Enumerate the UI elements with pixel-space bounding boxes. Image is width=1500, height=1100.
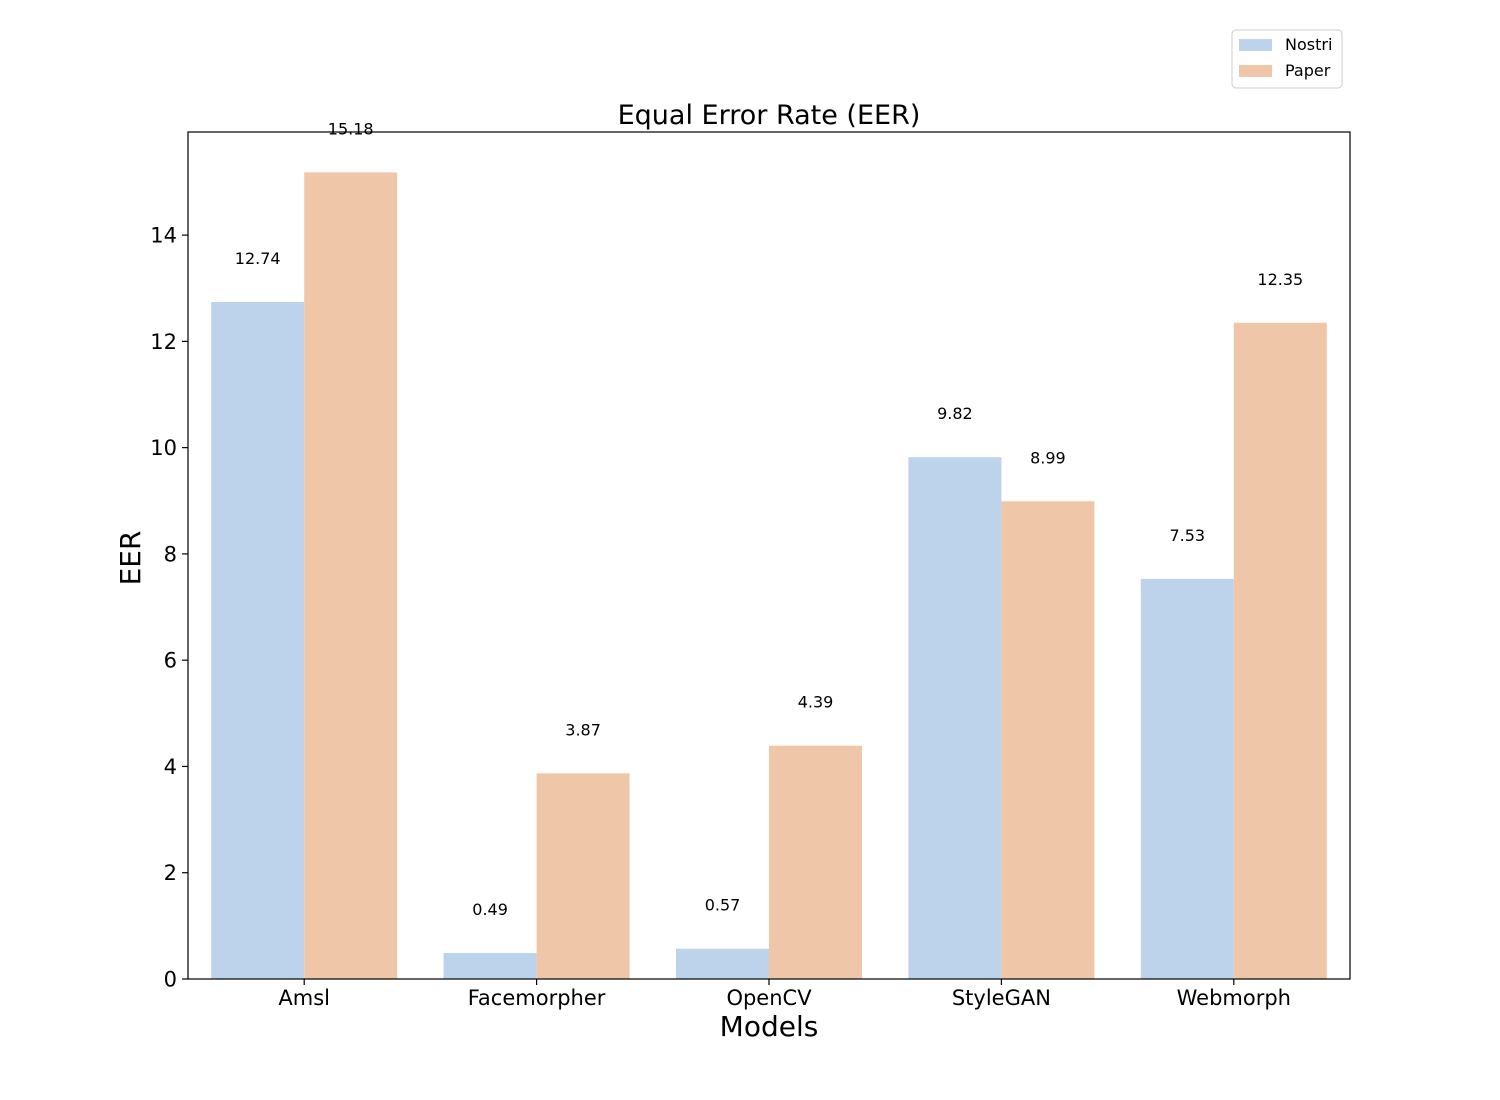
- data-label-stylegan-paper: 8.99: [1030, 448, 1066, 467]
- y-axis-ticks: 0 2 4 6 8 10 12 14: [150, 224, 188, 992]
- bar-webmorph-nostri: [1140, 578, 1234, 979]
- data-labels-layer: 12.74 15.18 0.49 3.87 0.57 4.39 9.82 8.99 7.53 12…: [235, 119, 1303, 919]
- data-label-webmorph-paper: 12.35: [1257, 270, 1303, 289]
- y-tick-label: 14: [150, 224, 177, 248]
- legend-swatch-paper: [1239, 65, 1272, 77]
- chart-title: Equal Error Rate (EER): [618, 100, 921, 131]
- data-label-amsl-paper: 15.18: [328, 119, 374, 138]
- data-label-opencv-nostri: 0.57: [705, 896, 741, 915]
- bar-webmorph-paper: [1233, 322, 1327, 979]
- bar-facemorpher-paper: [536, 773, 630, 979]
- x-axis-title: Models: [720, 1010, 819, 1043]
- y-tick-label: 6: [164, 649, 177, 673]
- data-label-webmorph-nostri: 7.53: [1169, 526, 1205, 545]
- legend-label-nostri: Nostri: [1285, 35, 1332, 54]
- y-tick-label: 2: [164, 861, 177, 885]
- y-tick-label: 8: [164, 542, 177, 566]
- y-tick-label: 12: [150, 330, 177, 354]
- bar-opencv-nostri: [676, 948, 769, 979]
- bar-opencv-paper: [769, 745, 862, 979]
- bar-stylegan-nostri: [908, 457, 1002, 979]
- y-tick-label: 4: [164, 755, 177, 779]
- data-label-facemorpher-nostri: 0.49: [472, 900, 508, 919]
- x-tick-label-facemorpher: Facemorpher: [468, 986, 606, 1010]
- x-tick-label-stylegan: StyleGAN: [952, 986, 1051, 1010]
- legend: Nostri Paper: [1231, 29, 1343, 89]
- data-label-facemorpher-paper: 3.87: [565, 720, 601, 739]
- y-axis-title: EER: [114, 531, 147, 586]
- bar-amsl-nostri: [211, 302, 305, 980]
- y-tick-label: 10: [150, 436, 177, 460]
- legend-label-paper: Paper: [1285, 61, 1331, 80]
- x-tick-label-webmorph: Webmorph: [1177, 986, 1291, 1010]
- data-label-amsl-nostri: 12.74: [235, 249, 281, 268]
- bar-stylegan-paper: [1001, 501, 1095, 979]
- bar-facemorpher-nostri: [443, 952, 537, 979]
- legend-swatch-nostri: [1239, 39, 1272, 51]
- y-tick-label: 0: [164, 968, 177, 992]
- x-axis-ticks: Amsl Facemorpher OpenCV StyleGAN Webmorph: [278, 979, 1291, 1010]
- x-tick-label-amsl: Amsl: [278, 986, 330, 1010]
- bars-layer: [211, 172, 1327, 980]
- data-label-stylegan-nostri: 9.82: [937, 404, 973, 423]
- bar-amsl-paper: [304, 172, 398, 980]
- data-label-opencv-paper: 4.39: [798, 693, 834, 712]
- x-tick-label-opencv: OpenCV: [726, 986, 812, 1010]
